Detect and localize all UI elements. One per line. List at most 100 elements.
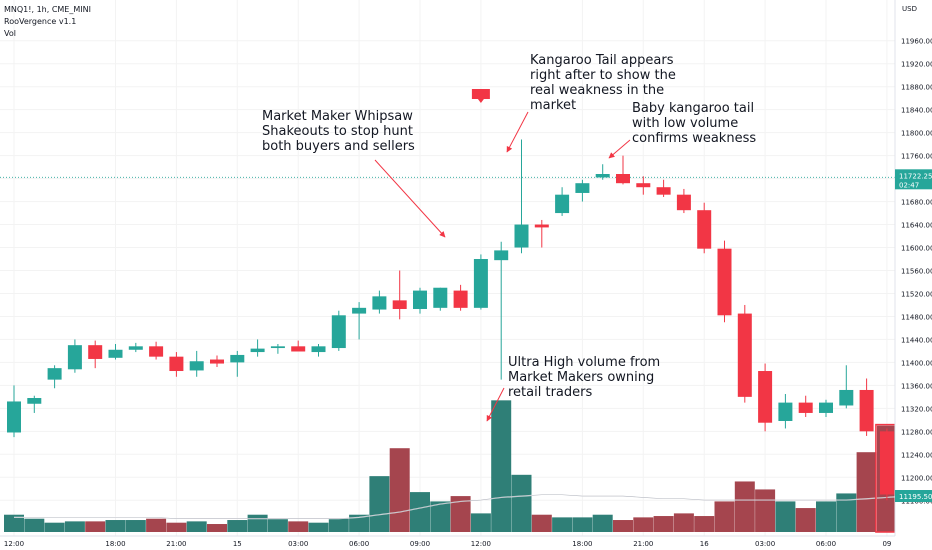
annotation-kangaroo: Kangaroo Tail appears right after to sho… [530, 53, 676, 113]
time-tick-label: 15 [233, 540, 242, 548]
price-tick-label: 11960.00 [901, 38, 932, 46]
volume-bar [105, 520, 126, 532]
candle-body [758, 371, 773, 423]
candle-body [230, 354, 245, 363]
volume-ma-line-outline [14, 494, 908, 520]
time-tick-label: 21:00 [166, 540, 186, 548]
time-tick-label: 12:00 [471, 540, 491, 548]
volume-bar [552, 517, 573, 532]
volume-bar [531, 514, 552, 532]
symbol-title[interactable]: MNQ1!, 1h, CME_MINI [4, 5, 91, 14]
candle-body [189, 361, 204, 371]
price-axis-bg [895, 0, 932, 550]
volume-bar [775, 501, 796, 532]
volume-bar [369, 476, 390, 532]
price-tick-label: 11560.00 [901, 268, 932, 276]
candle-body [27, 398, 42, 404]
volume-bar [389, 448, 410, 532]
signal-marker [471, 89, 490, 103]
price-tick-label: 11200.00 [901, 474, 932, 482]
volume-title[interactable]: Vol [4, 29, 16, 38]
volume-bar [85, 521, 106, 532]
time-tick-label: 03:00 [288, 540, 308, 548]
candles [7, 89, 915, 508]
price-tick-label: 11840.00 [901, 107, 932, 115]
time-tick-label: 06:00 [816, 540, 836, 548]
time-tick-label: 06:00 [349, 540, 369, 548]
time-tick-label: 09:00 [410, 540, 430, 548]
indicator-title[interactable]: RooVergence v1.1 [4, 17, 77, 26]
price-tick-label: 11320.00 [901, 405, 932, 413]
candle-body [433, 287, 448, 308]
time-tick-label: 18:00 [105, 540, 125, 548]
last-price-tag [895, 169, 932, 190]
volume-bar [328, 518, 349, 532]
last-price-value: 11722.25 [899, 172, 932, 180]
candle-body [473, 259, 488, 308]
volume-bar [734, 481, 755, 532]
candle-body [697, 210, 712, 249]
candle-body [67, 345, 82, 370]
time-tick-label: 21:00 [633, 540, 653, 548]
volume-bar [836, 493, 857, 532]
volume-bar [410, 492, 430, 532]
candle-body [128, 346, 143, 350]
volume-bar [44, 522, 65, 532]
chart-grid [0, 0, 895, 536]
candle-body [636, 183, 651, 188]
volume-bar [288, 521, 309, 532]
volume-bar [714, 501, 735, 532]
candle-body [575, 183, 590, 193]
candle-body [88, 345, 103, 359]
volume-bar [673, 513, 694, 532]
time-tick-label: 03:00 [755, 540, 775, 548]
price-axis: USD11160.0011200.0011240.0011280.0011320… [894, 0, 932, 550]
volume-bar [267, 518, 288, 532]
volume-bar [207, 524, 227, 532]
candle-body [737, 313, 752, 397]
volume-bar [308, 522, 329, 532]
price-tick-label: 11880.00 [901, 84, 932, 92]
candle-body [392, 300, 407, 309]
volume-bar [64, 521, 85, 532]
price-tick-label: 11440.00 [901, 336, 932, 344]
candle-body [291, 346, 306, 352]
annotation-arrow [486, 387, 505, 422]
volume-value-tag [895, 490, 932, 502]
candle-body [270, 346, 285, 349]
candle-body [7, 401, 21, 433]
candle-body [149, 346, 164, 357]
volume-bar [166, 522, 187, 532]
volume-bar [572, 517, 593, 532]
volume-bar [613, 520, 633, 532]
time-tick-label: 09 [882, 540, 891, 548]
volume-bar [349, 514, 370, 532]
candle-body [859, 389, 874, 432]
price-tick-label: 11640.00 [901, 222, 932, 230]
candle-body [616, 174, 630, 184]
volume-bar [816, 501, 836, 532]
annotation-arrow [506, 111, 529, 153]
price-tick-label: 11480.00 [901, 313, 932, 321]
candle-body [798, 402, 813, 413]
volume-bar [470, 513, 491, 532]
price-tick-label: 11520.00 [901, 290, 932, 298]
annotation-whipsaw: Market Maker Whipsaw Shakeouts to stop h… [262, 109, 415, 154]
candle-body [210, 359, 224, 364]
candle-body [717, 248, 732, 316]
annotation-arrow [374, 159, 446, 238]
volume-bar [633, 517, 654, 532]
time-axis-bg [0, 536, 895, 550]
price-tick-label: 11800.00 [901, 130, 932, 138]
volume-bar [795, 508, 816, 532]
candle-body [555, 194, 570, 214]
volume-bar [511, 474, 532, 532]
price-tick-label: 11680.00 [901, 199, 932, 207]
volume-bar [186, 521, 207, 532]
candle-body [250, 348, 265, 353]
candle-body [47, 368, 62, 380]
price-tick-label: 11600.00 [901, 245, 932, 253]
volume-bar [430, 501, 451, 532]
candle-body [311, 346, 326, 353]
